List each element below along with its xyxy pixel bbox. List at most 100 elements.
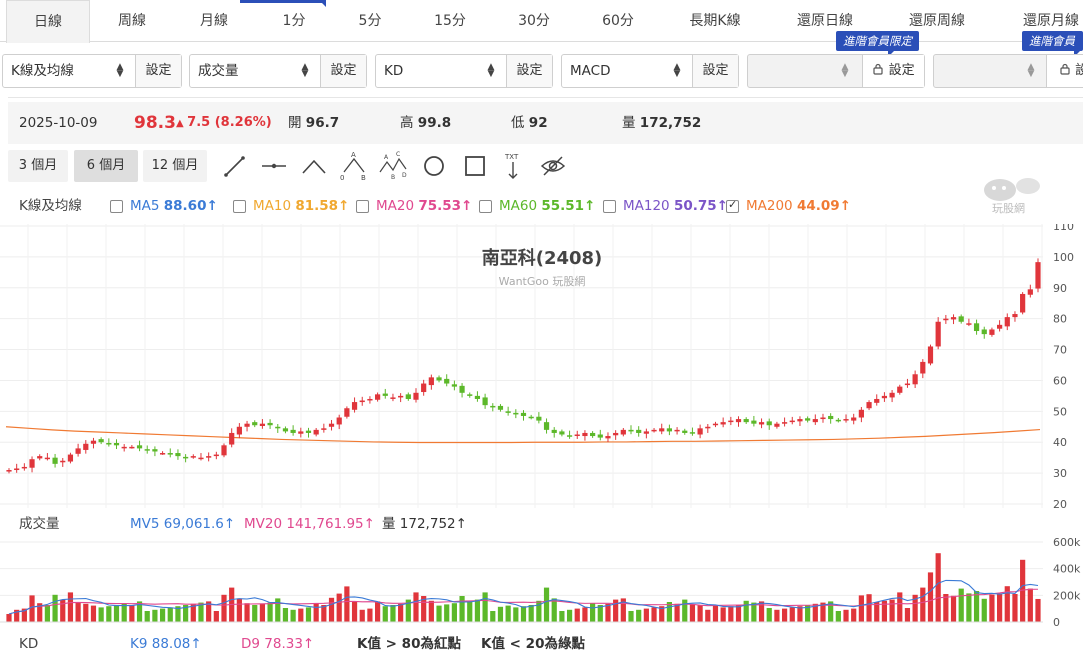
candle-body [213,454,219,457]
candle-body [52,457,58,464]
volume-bar [275,598,281,622]
volume-bar [83,603,89,622]
candle-body [620,429,626,435]
macd-select[interactable]: MACD ▲ ▼ 設定 [561,54,739,88]
ma-checkbox-ma60[interactable] [479,200,492,213]
volume-bar [198,602,204,622]
tab-weekly[interactable]: 周線 [118,13,146,29]
candle-body [628,429,634,432]
tab-adjusted-weekly[interactable]: 還原周線 [909,13,965,29]
ma-checkbox-ma10[interactable] [233,200,246,213]
volume-bar [321,605,327,622]
locked-select-2[interactable]: ▲ ▼ 設 [933,54,1083,88]
quote-high-value: 99.8 [417,115,452,131]
tab-5min[interactable]: 5分 [358,13,382,29]
y-tick-label: 100 [1053,251,1074,264]
volume-settings-button[interactable]: 設定 [320,55,366,87]
locked-select[interactable]: ▲ ▼ 設定 [747,54,925,88]
candle-body [597,434,603,438]
tab-monthly[interactable]: 月線 [200,13,228,29]
volume-bar [720,607,726,622]
candle-body [705,426,711,429]
kd-red-rule: K值 > 80為紅點 [357,636,461,652]
candle-body [981,329,987,335]
volume-bar [828,601,834,622]
candle-body [305,430,312,433]
ma-value: 50.75↑ [673,198,728,214]
tab-60min[interactable]: 60分 [602,13,634,29]
candle-body [474,395,481,399]
range-6m-button[interactable]: 6 個月 [74,150,138,182]
candle-body [129,446,135,449]
tab-long-term[interactable]: 長期K線 [689,13,741,29]
candle-body [497,405,504,410]
circle-tool-icon[interactable] [420,150,448,182]
ma-checkbox-ma5[interactable] [110,200,123,213]
ma-checkbox-ma20[interactable] [356,200,369,213]
volume-bar [390,605,396,622]
tab-15min[interactable]: 15分 [434,13,466,29]
price-chart[interactable]: 20 30 40 50 60 70 80 90 100 110 南亞科(2408) WantGoo… [0,224,1083,660]
candle-body [927,346,934,364]
tab-adjusted-daily[interactable]: 還原日線 [797,13,853,29]
kd-select[interactable]: KD ▲ ▼ 設定 [375,54,553,88]
range-12m-button[interactable]: 12 個月 [143,150,207,182]
candle-body [520,412,527,416]
period-tabs: 日線 周線 月線 1分 5分 15分 30分 60分 長期K線 還原日線 還原周… [0,0,1083,43]
kd-settings-button[interactable]: 設定 [506,55,552,87]
ma-value: 75.53↑ [418,198,473,214]
volume-tick-label: 200k [1053,589,1081,602]
text-tool-icon[interactable]: TXT [499,150,527,182]
candle-body [858,409,864,418]
locked-settings-button-2[interactable]: 設 [1046,55,1083,87]
locked-settings-button[interactable]: 設定 [862,55,924,87]
volume-bar [113,605,120,622]
kline-select[interactable]: K線及均線 ▲ ▼ 設定 [2,54,182,88]
candle-body [582,432,588,437]
abcd-pattern-icon[interactable]: A C B D [379,150,407,182]
volume-bar [520,606,527,622]
tab-30min[interactable]: 30分 [518,13,550,29]
tab-1min[interactable]: 1分 [282,13,306,29]
ma-name: MA20 [376,198,419,214]
abc-pattern-icon[interactable]: A 0 B [340,150,368,182]
candle-body [1004,317,1010,327]
ma-checkbox-ma200[interactable] [726,198,739,213]
volume-bar [336,593,342,622]
up-triangle-icon: ▲ [176,118,188,129]
angle-tool-icon[interactable] [300,150,328,182]
candle-body [428,377,434,386]
volume-bar [52,594,58,622]
volume-select[interactable]: 成交量 ▲ ▼ 設定 [189,54,367,88]
abcd-label-c: C [396,151,400,158]
candle-body [843,419,849,421]
hide-drawings-icon[interactable] [539,150,567,182]
horizontal-line-icon[interactable] [260,150,288,182]
tab-adjusted-monthly[interactable]: 還原月線 [1023,13,1079,29]
ma-checkbox-ma120[interactable] [603,200,616,213]
macd-settings-button[interactable]: 設定 [692,55,738,87]
tab-daily[interactable]: 日線 [6,0,90,43]
volume-bar [221,594,227,622]
candle-body [60,460,66,463]
volume-bar [805,605,811,622]
candle-body [198,457,204,460]
range-3m-button[interactable]: 3 個月 [8,150,68,182]
volume-bar [697,605,703,622]
tab-indicator [240,0,326,7]
candle-body [751,420,757,424]
volume-bar [605,603,611,622]
candle-body [812,419,818,423]
candle-body [828,415,834,420]
line-tool-icon[interactable] [220,150,248,182]
volume-bar [75,602,81,622]
candle-body [536,416,542,421]
volume-bar [474,599,481,622]
candle-body [1020,293,1026,313]
candle-body [37,456,43,459]
rectangle-tool-icon[interactable] [461,150,489,182]
macd-select-value: MACD [570,63,611,79]
candle-body [336,417,342,425]
ma-name: MA60 [499,198,542,214]
kline-settings-button[interactable]: 設定 [135,55,181,87]
